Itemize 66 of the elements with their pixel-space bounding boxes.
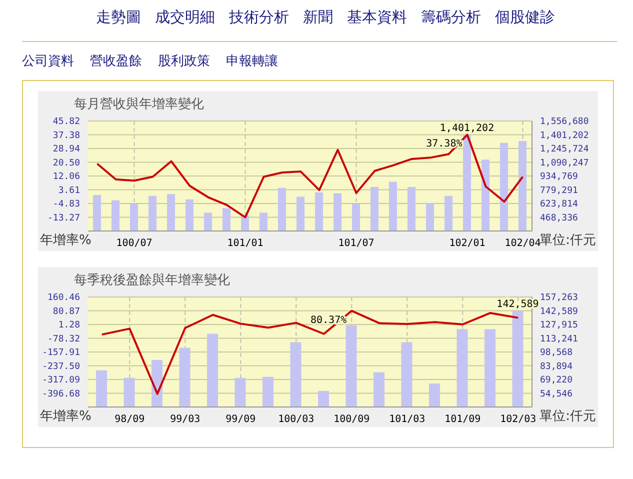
line-series xyxy=(96,134,524,218)
text: 成交明細 xyxy=(155,8,215,27)
y2-tick-label: 127,915 xyxy=(540,320,578,331)
y-tick-label: 1.28 xyxy=(58,320,80,331)
y-tick-label: -4.83 xyxy=(52,200,80,210)
text: 籌碼分析 xyxy=(421,8,481,27)
x-tick-label: 100/03 xyxy=(278,414,314,426)
y-tick-label: 45.82 xyxy=(52,117,80,128)
y2-tick-label: 98,568 xyxy=(540,348,573,358)
y-tick-label: 3.61 xyxy=(58,186,80,196)
y2-tick-label: 934,769 xyxy=(540,172,578,182)
text: 個股健診 xyxy=(495,8,555,27)
x-tick-label: 99/09 xyxy=(226,414,256,426)
data-label: 142,589 xyxy=(496,298,539,310)
text: 基本資料 xyxy=(347,8,407,27)
text: 股利政策 xyxy=(158,53,210,70)
y-tick-label: -237.50 xyxy=(42,362,80,372)
y2-tick-label: 83,894 xyxy=(540,362,573,372)
y-tick-label: 80.87 xyxy=(52,306,80,317)
x-tick-label: 98/09 xyxy=(114,414,145,426)
y-axis-title: 年增率% xyxy=(40,408,92,425)
y-axis-title: 年增率% xyxy=(40,232,92,249)
chart-title: 每月營收與年增率變化 xyxy=(74,96,205,113)
x-tick-label: 100/09 xyxy=(334,414,370,426)
x-tick-label: 102/03 xyxy=(500,414,536,426)
x-tick-label: 102/04 xyxy=(504,238,541,250)
y2-tick-label: 1,556,680 xyxy=(540,117,589,128)
x-tick-label: 101/03 xyxy=(389,414,426,426)
y-tick-label: 20.50 xyxy=(52,158,80,168)
y2-tick-label: 623,814 xyxy=(540,200,578,210)
y2-tick-label: 468,336 xyxy=(540,213,578,224)
y2-tick-label: 54,546 xyxy=(540,389,573,400)
y-tick-label: -157.91 xyxy=(42,348,80,358)
line-series xyxy=(100,310,520,395)
y2-axis-title: 單位:仟元 xyxy=(540,232,596,249)
y-tick-label: -13.27 xyxy=(47,213,80,224)
y-tick-label: 28.94 xyxy=(52,144,80,155)
y2-tick-label: 1,401,202 xyxy=(540,130,589,141)
y-tick-label: -78.32 xyxy=(47,334,80,344)
x-tick-label: 99/03 xyxy=(170,414,200,426)
y-tick-label: 12.06 xyxy=(52,172,80,182)
x-tick-label: 101/09 xyxy=(444,414,481,426)
text: 公司資料 xyxy=(22,53,74,70)
y2-axis-title: 單位:仟元 xyxy=(540,408,596,425)
y-tick-label: 37.38 xyxy=(52,130,80,141)
y-tick-label: -317.09 xyxy=(42,376,80,386)
y2-tick-label: 779,291 xyxy=(540,186,578,196)
x-tick-label: 100/07 xyxy=(116,238,152,250)
x-tick-label: 102/01 xyxy=(449,238,486,250)
data-label: 1,401,202 xyxy=(440,122,494,134)
text: 技術分析 xyxy=(229,8,289,27)
text: 走勢圖 xyxy=(96,8,141,27)
y2-tick-label: 113,241 xyxy=(540,334,578,344)
y2-tick-label: 157,263 xyxy=(540,293,578,304)
y2-tick-label: 1,090,247 xyxy=(540,158,589,168)
text: 營收盈餘 xyxy=(90,53,142,70)
y-tick-label: -396.68 xyxy=(42,389,80,400)
y2-tick-label: 142,589 xyxy=(540,306,578,317)
x-tick-label: 101/01 xyxy=(227,238,264,250)
y2-tick-label: 69,220 xyxy=(540,376,573,386)
chart-title: 每季稅後盈餘與年增率變化 xyxy=(74,272,231,289)
text: 新聞 xyxy=(303,8,333,27)
y-tick-label: 160.46 xyxy=(47,293,80,304)
y2-tick-label: 1,245,724 xyxy=(540,144,589,155)
x-tick-label: 101/07 xyxy=(338,238,374,250)
text: 申報轉讓 xyxy=(226,53,278,70)
